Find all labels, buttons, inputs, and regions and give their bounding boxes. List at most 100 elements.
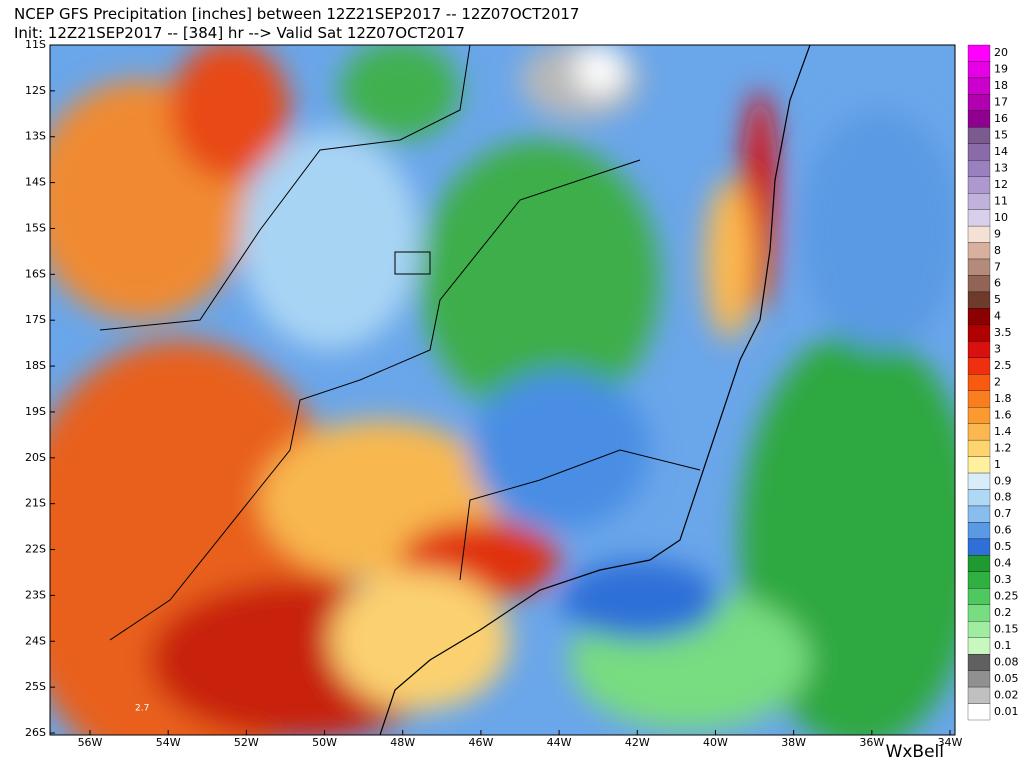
colorbar-label: 1.6 <box>994 408 1012 421</box>
colorbar-label: 15 <box>994 129 1008 142</box>
colorbar-label: 4 <box>994 310 1001 323</box>
colorbar-label: 18 <box>994 79 1008 92</box>
colorbar-label: 2.5 <box>994 359 1012 372</box>
lon-label: 46W <box>468 736 493 749</box>
colorbar-label: 12 <box>994 178 1008 191</box>
colorbar-swatch <box>967 77 991 95</box>
colorbar-swatch <box>967 588 991 605</box>
lat-label: 17S <box>25 313 46 326</box>
colorbar-swatch <box>967 472 991 490</box>
lon-label: 52W <box>234 736 259 749</box>
lon-label: 44W <box>547 736 572 749</box>
lat-label: 14S <box>25 176 46 189</box>
colorbar-swatch <box>967 456 991 474</box>
lat-label: 11S <box>25 38 46 51</box>
colorbar-swatch <box>967 357 991 375</box>
colorbar-swatch <box>967 308 991 326</box>
lon-label: 56W <box>78 736 103 749</box>
lat-label: 23S <box>25 588 46 601</box>
colorbar-swatch <box>967 341 991 358</box>
colorbar-swatch <box>967 160 991 177</box>
lon-label: 54W <box>156 736 181 749</box>
colorbar-swatch <box>967 209 991 227</box>
colorbar-swatch <box>967 439 991 457</box>
colorbar-label: 14 <box>994 145 1008 158</box>
colorbar-swatch <box>967 275 991 293</box>
lat-label: 12S <box>25 84 46 97</box>
colorbar-swatch <box>967 127 991 144</box>
colorbar-swatch <box>967 225 991 243</box>
colorbar-swatch <box>967 390 991 408</box>
colorbar-label: 5 <box>994 293 1001 306</box>
colorbar-swatch <box>967 324 991 342</box>
lat-label: 18S <box>25 359 46 372</box>
colorbar-label: 0.9 <box>994 474 1012 487</box>
lat-label: 16S <box>25 267 46 280</box>
title-line-2: Init: 12Z21SEP2017 -- [384] hr --> Valid… <box>14 24 465 42</box>
colorbar-label: 0.15 <box>994 622 1019 635</box>
lat-label: 21S <box>25 497 46 510</box>
max-annotation: 2.7 <box>135 704 149 714</box>
logo: WxBell <box>886 742 944 762</box>
colorbar-label: 20 <box>994 46 1008 59</box>
colorbar-label: 1.2 <box>994 441 1012 454</box>
lat-label: 20S <box>25 451 46 464</box>
lon-label: 48W <box>390 736 415 749</box>
lon-label: 42W <box>625 736 650 749</box>
colorbar-swatch <box>967 407 991 424</box>
colorbar-swatch <box>967 176 991 194</box>
colorbar-swatch <box>967 604 991 622</box>
colorbar-label: 0.7 <box>994 507 1012 520</box>
colorbar-swatch <box>967 489 991 507</box>
colorbar-swatch <box>967 44 991 62</box>
colorbar-label: 9 <box>994 227 1001 240</box>
colorbar-swatch <box>967 522 991 540</box>
lat-label: 22S <box>25 543 46 556</box>
colorbar-label: 10 <box>994 211 1008 224</box>
lon-label: 34W <box>938 736 963 749</box>
colorbar-label: 0.5 <box>994 540 1012 553</box>
colorbar-label: 19 <box>994 63 1008 76</box>
colorbar-label: 0.3 <box>994 573 1012 586</box>
colorbar-label: 17 <box>994 96 1008 109</box>
lon-label: 40W <box>703 736 728 749</box>
colorbar-swatch <box>967 423 991 441</box>
colorbar-swatch <box>967 505 991 523</box>
lon-label: 50W <box>312 736 337 749</box>
colorbar-label: 0.2 <box>994 606 1012 619</box>
title-line-1: NCEP GFS Precipitation [inches] between … <box>14 5 579 23</box>
lat-label: 15S <box>25 221 46 234</box>
precip-field: 2.7 <box>50 45 955 735</box>
colorbar-label: 0.05 <box>994 672 1019 685</box>
colorbar-label: 11 <box>994 194 1008 207</box>
colorbar-swatch <box>967 374 991 391</box>
colorbar-label: 0.25 <box>994 590 1019 603</box>
colorbar-label: 3 <box>994 343 1001 356</box>
colorbar-swatch <box>967 258 991 276</box>
colorbar-swatch <box>967 653 991 671</box>
colorbar-label: 1 <box>994 458 1001 471</box>
colorbar-swatch <box>967 670 991 688</box>
colorbar-swatch <box>967 291 991 309</box>
colorbar-swatch <box>967 703 991 721</box>
lat-label: 25S <box>25 680 46 693</box>
colorbar-label: 8 <box>994 244 1001 257</box>
colorbar-swatch <box>967 637 991 655</box>
colorbar-swatch <box>967 61 991 79</box>
colorbar-label: 16 <box>994 112 1008 125</box>
colorbar-label: 6 <box>994 277 1001 290</box>
colorbar-swatch <box>967 621 991 638</box>
colorbar-swatch <box>967 571 991 589</box>
colorbar-label: 0.08 <box>994 655 1019 668</box>
colorbar-label: 0.4 <box>994 557 1012 570</box>
colorbar-label: 0.02 <box>994 688 1019 701</box>
lon-label: 38W <box>781 736 806 749</box>
colorbar-swatch <box>967 555 991 572</box>
colorbar-label: 2 <box>994 376 1001 389</box>
lat-label: 13S <box>25 130 46 143</box>
lat-label: 19S <box>25 405 46 418</box>
colorbar-label: 3.5 <box>994 326 1012 339</box>
colorbar-swatch <box>967 94 991 112</box>
lat-label: 24S <box>25 634 46 647</box>
